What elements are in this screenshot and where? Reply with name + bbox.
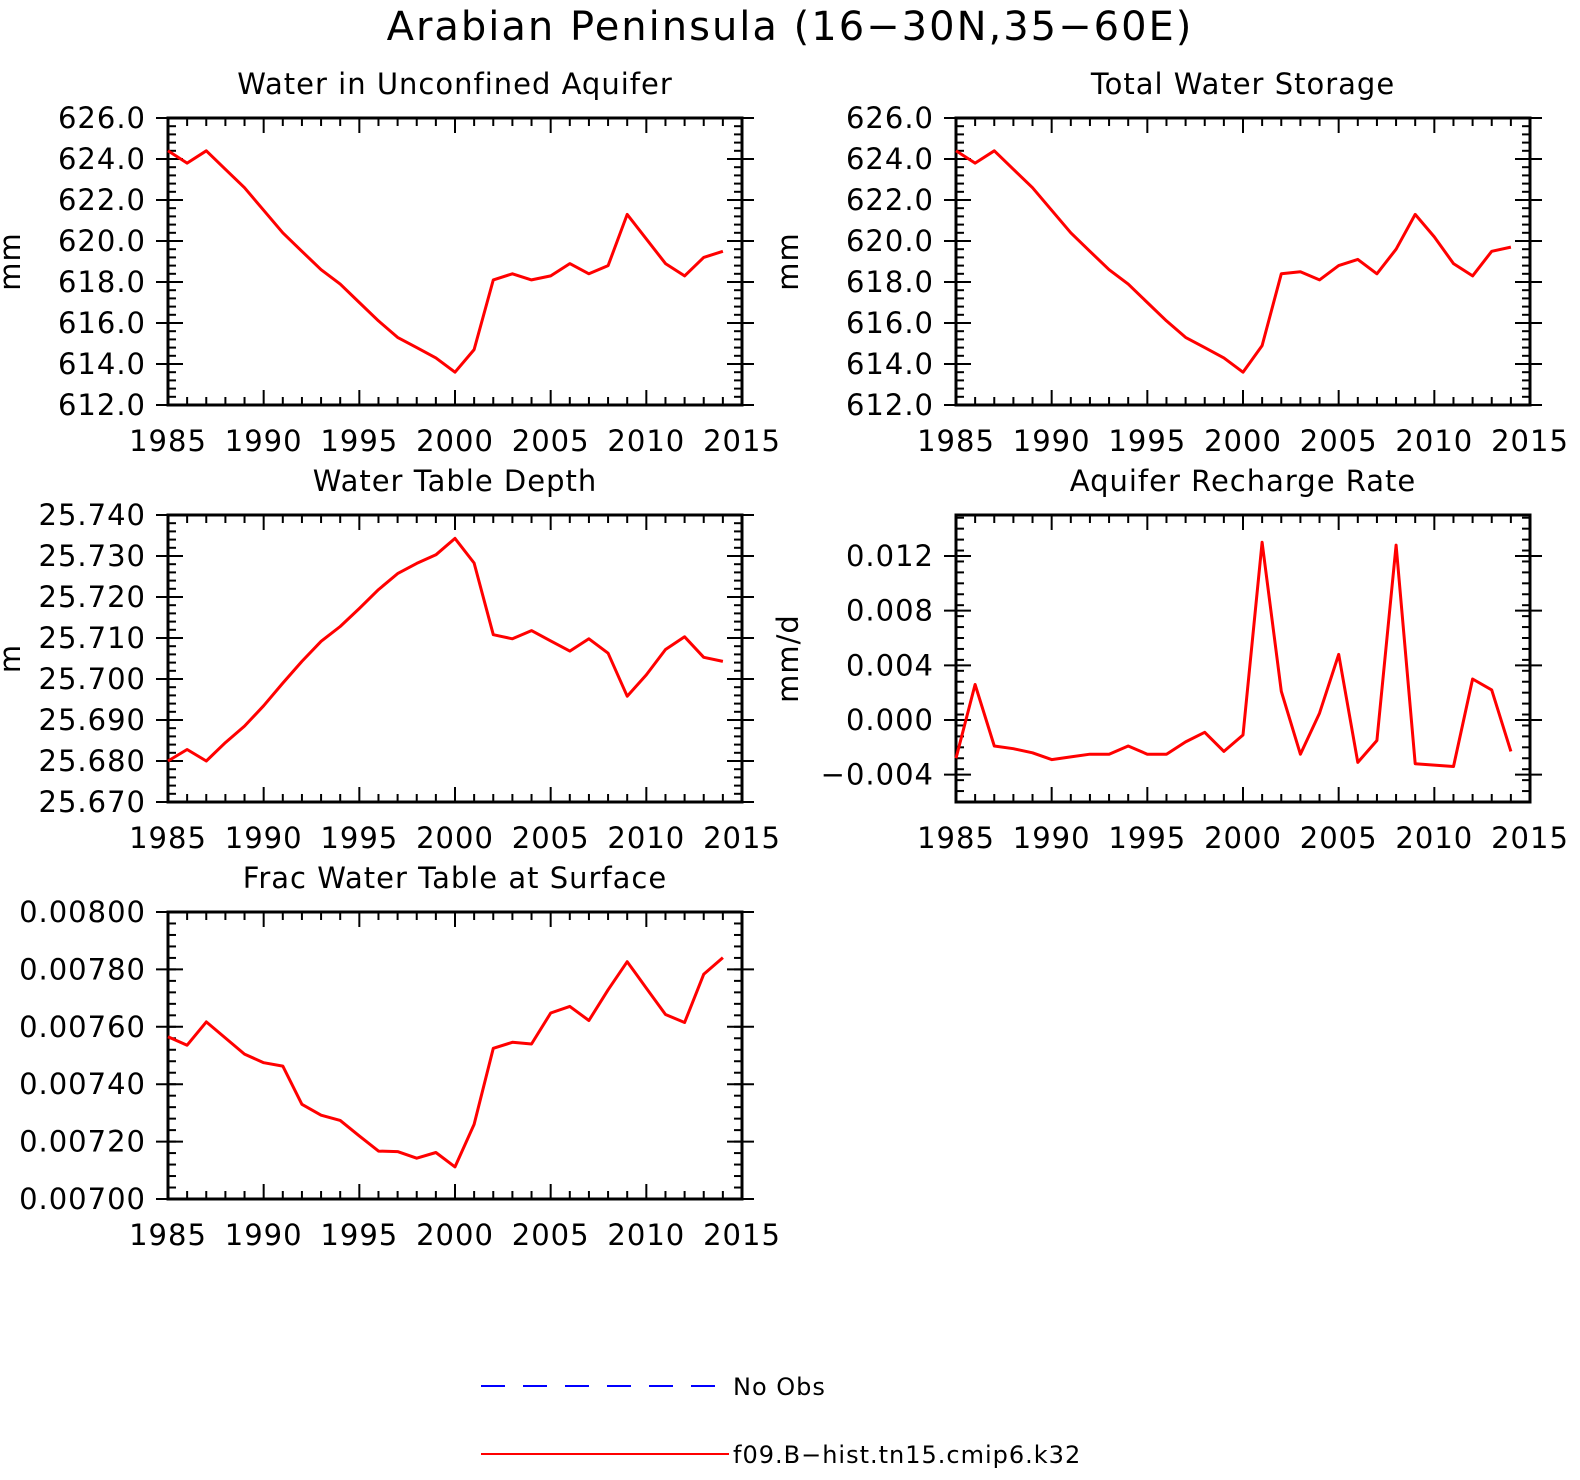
x-tick-label: 1985: [129, 821, 207, 855]
y-tick-label: 25.740: [39, 498, 146, 532]
y-tick-label: 612.0: [58, 388, 146, 422]
y-tick-label: 622.0: [846, 183, 934, 217]
x-tick-label: 1990: [225, 1218, 303, 1252]
series-line-model: [954, 540, 1513, 768]
x-tick-label: 2015: [703, 424, 781, 458]
legend-label: f09.B−hist.tn15.cmip6.k32: [733, 1441, 1081, 1469]
x-tick-label: 1990: [225, 821, 303, 855]
x-tick-label: 1995: [320, 424, 398, 458]
series-line-model: [167, 956, 724, 1169]
chart-panel-2: 1985 1990 1995 2000 2005 2010 2015 612.0 614.0 61…: [771, 67, 1569, 458]
series-line-model: [955, 149, 1512, 374]
y-tick-label: 25.730: [39, 539, 146, 573]
y-tick-label: 620.0: [846, 224, 934, 258]
y-axis-label: mm: [771, 232, 805, 291]
y-tick-label: 622.0: [58, 183, 146, 217]
x-tick-label: 2005: [1300, 821, 1378, 855]
x-tick-label: 2010: [607, 1218, 685, 1252]
chart-panel-4: 1985 1990 1995 2000 2005 2010 2015 −0.004 0.000 0…: [771, 464, 1569, 855]
x-tick-label: 2015: [703, 821, 781, 855]
chart-panel-5: 1985 1990 1995 2000 2005 2010 2015 0.00700 0.007…: [19, 861, 781, 1252]
y-tick-label: 0.00760: [19, 1010, 146, 1044]
x-tick-label: 1985: [917, 821, 995, 855]
y-tick-label: 25.690: [39, 703, 146, 737]
y-tick-label: 624.0: [846, 142, 934, 176]
y-tick-label: 616.0: [58, 306, 146, 340]
y-tick-label: 614.0: [846, 347, 934, 381]
x-tick-label: 2005: [512, 821, 590, 855]
series-line-model: [167, 149, 724, 374]
panel-title: Frac Water Table at Surface: [243, 861, 667, 895]
y-axis-label: mm: [0, 232, 27, 291]
chart-panels: 1985 1990 1995 2000 2005 2010 2015 612.0 614.0 61…: [0, 67, 1569, 1252]
y-tick-label: 25.670: [39, 785, 146, 819]
y-axis-label: mm/d: [771, 614, 805, 703]
x-tick-label: 1990: [225, 424, 303, 458]
x-tick-label: 2015: [703, 1218, 781, 1252]
y-tick-label: 0.004: [846, 648, 934, 682]
chart-panel-1: 1985 1990 1995 2000 2005 2010 2015 612.0 614.0 61…: [0, 67, 781, 458]
series-line-model: [167, 536, 724, 763]
x-tick-label: 1995: [1108, 424, 1186, 458]
y-tick-label: 618.0: [846, 265, 934, 299]
x-tick-label: 1985: [129, 1218, 207, 1252]
x-tick-label: 2015: [1491, 424, 1569, 458]
x-tick-label: 2000: [416, 1218, 494, 1252]
x-tick-label: 1995: [1108, 821, 1186, 855]
y-tick-label: 0.012: [846, 539, 934, 573]
x-tick-label: 2010: [607, 424, 685, 458]
y-tick-label: 25.680: [39, 744, 146, 778]
y-tick-label: 620.0: [58, 224, 146, 258]
y-tick-label: 25.720: [39, 580, 146, 614]
x-tick-label: 2010: [607, 821, 685, 855]
y-tick-label: 0.00800: [19, 895, 146, 929]
x-tick-label: 2010: [1395, 821, 1473, 855]
legend-label: No Obs: [733, 1373, 826, 1401]
chart-panel-3: 1985 1990 1995 2000 2005 2010 2015 25.670 25.680…: [0, 464, 781, 855]
y-tick-label: −0.004: [821, 758, 934, 792]
panel-title: Water in Unconfined Aquifer: [237, 67, 673, 101]
figure-title: Arabian Peninsula (16−30N,35−60E): [387, 4, 1194, 50]
x-tick-label: 2000: [1204, 424, 1282, 458]
y-tick-label: 612.0: [846, 388, 934, 422]
x-tick-label: 2005: [512, 1218, 590, 1252]
x-tick-label: 1990: [1013, 424, 1091, 458]
x-tick-label: 2000: [1204, 821, 1282, 855]
x-tick-label: 2000: [416, 424, 494, 458]
y-tick-label: 626.0: [846, 101, 934, 135]
y-tick-label: 25.710: [39, 621, 146, 655]
y-tick-label: 0.00700: [19, 1182, 146, 1216]
x-tick-label: 1995: [320, 1218, 398, 1252]
y-axis-label: m: [0, 644, 27, 673]
panel-title: Water Table Depth: [313, 464, 598, 498]
y-tick-label: 0.00740: [19, 1067, 146, 1101]
y-tick-label: 0.00720: [19, 1125, 146, 1159]
y-tick-label: 0.008: [846, 594, 934, 628]
y-tick-label: 0.000: [846, 703, 934, 737]
x-tick-label: 2005: [512, 424, 590, 458]
x-tick-label: 1990: [1013, 821, 1091, 855]
y-tick-label: 25.700: [39, 662, 146, 696]
x-tick-label: 1985: [917, 424, 995, 458]
panel-title: Aquifer Recharge Rate: [1070, 464, 1417, 498]
y-tick-label: 624.0: [58, 142, 146, 176]
y-tick-label: 0.00780: [19, 952, 146, 986]
x-tick-label: 2015: [1491, 821, 1569, 855]
x-tick-label: 1985: [129, 424, 207, 458]
y-tick-label: 626.0: [58, 101, 146, 135]
y-tick-label: 614.0: [58, 347, 146, 381]
y-tick-label: 616.0: [846, 306, 934, 340]
x-tick-label: 1995: [320, 821, 398, 855]
x-tick-label: 2010: [1395, 424, 1473, 458]
y-tick-label: 618.0: [58, 265, 146, 299]
x-tick-label: 2005: [1300, 424, 1378, 458]
legend: No Obs f09.B−hist.tn15.cmip6.k32: [481, 1373, 1081, 1469]
panel-title: Total Water Storage: [1090, 67, 1395, 101]
x-tick-label: 2000: [416, 821, 494, 855]
